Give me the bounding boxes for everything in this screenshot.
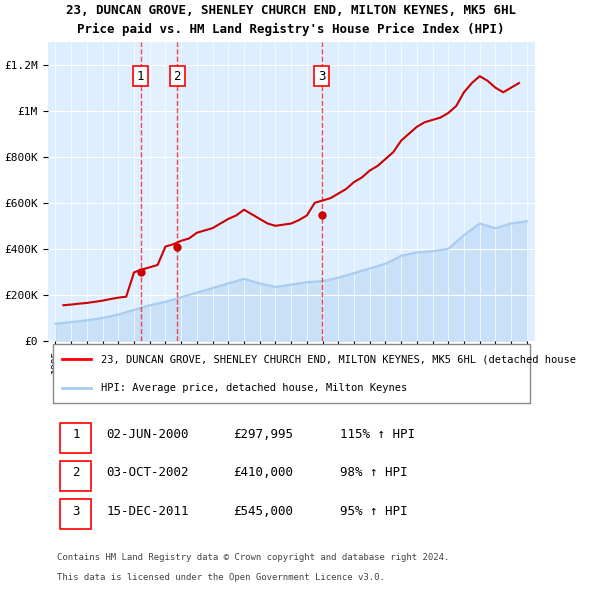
Text: 3: 3 <box>318 70 326 83</box>
Text: 1: 1 <box>72 428 80 441</box>
Text: 02-JUN-2000: 02-JUN-2000 <box>106 428 188 441</box>
FancyBboxPatch shape <box>53 344 530 403</box>
Text: 03-OCT-2002: 03-OCT-2002 <box>106 467 188 480</box>
Text: This data is licensed under the Open Government Licence v3.0.: This data is licensed under the Open Gov… <box>58 573 385 582</box>
Text: 98% ↑ HPI: 98% ↑ HPI <box>340 467 407 480</box>
Text: £297,995: £297,995 <box>233 428 293 441</box>
Text: 115% ↑ HPI: 115% ↑ HPI <box>340 428 415 441</box>
Text: Contains HM Land Registry data © Crown copyright and database right 2024.: Contains HM Land Registry data © Crown c… <box>58 553 450 562</box>
FancyBboxPatch shape <box>60 422 91 453</box>
Text: 95% ↑ HPI: 95% ↑ HPI <box>340 504 407 517</box>
FancyBboxPatch shape <box>60 461 91 491</box>
Text: £545,000: £545,000 <box>233 504 293 517</box>
Text: 15-DEC-2011: 15-DEC-2011 <box>106 504 188 517</box>
Bar <box>140 42 177 341</box>
Text: 23, DUNCAN GROVE, SHENLEY CHURCH END, MILTON KEYNES, MK5 6HL (detached house: 23, DUNCAN GROVE, SHENLEY CHURCH END, MI… <box>101 354 576 364</box>
Text: 3: 3 <box>72 504 80 517</box>
Text: 2: 2 <box>173 70 181 83</box>
Text: 1: 1 <box>137 70 145 83</box>
Text: HPI: Average price, detached house, Milton Keynes: HPI: Average price, detached house, Milt… <box>101 383 407 393</box>
Text: £410,000: £410,000 <box>233 467 293 480</box>
FancyBboxPatch shape <box>60 499 91 529</box>
Text: 2: 2 <box>72 467 80 480</box>
Title: 23, DUNCAN GROVE, SHENLEY CHURCH END, MILTON KEYNES, MK5 6HL
Price paid vs. HM L: 23, DUNCAN GROVE, SHENLEY CHURCH END, MI… <box>66 4 516 37</box>
